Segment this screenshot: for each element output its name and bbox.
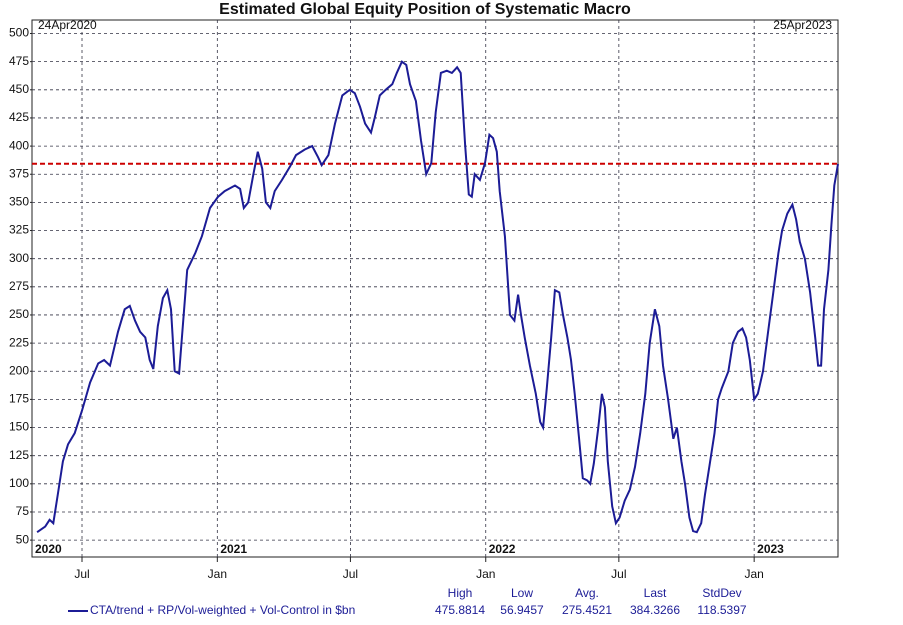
stat-label: Last (644, 586, 667, 600)
y-tick-label: 400 (9, 138, 29, 152)
x-tick-label: Jul (74, 567, 89, 581)
year-label: 2020 (35, 542, 62, 556)
y-tick-label: 200 (9, 363, 29, 377)
y-tick-label: 325 (9, 223, 29, 237)
stat-value: 475.8814 (435, 603, 485, 617)
y-tick-label: 125 (9, 448, 29, 462)
y-tick-label: 450 (9, 82, 29, 96)
y-tick-label: 75 (16, 504, 30, 518)
x-tick-label: Jul (343, 567, 358, 581)
y-tick-label: 350 (9, 195, 29, 209)
plot-frame (31, 19, 839, 558)
x-tick-label: Jan (208, 567, 227, 581)
chart-title: Estimated Global Equity Position of Syst… (219, 1, 631, 18)
stat-label: StdDev (702, 586, 741, 600)
year-label: 2023 (757, 542, 784, 556)
year-label: 2021 (220, 542, 247, 556)
year-label: 2022 (489, 542, 516, 556)
stat-value: 275.4521 (562, 603, 612, 617)
x-tick-label: Jul (611, 567, 626, 581)
start-date-label: 24Apr2020 (38, 18, 97, 32)
end-date-label: 25Apr2023 (773, 18, 832, 32)
stat-label: Avg. (575, 586, 599, 600)
y-tick-label: 300 (9, 251, 29, 265)
y-tick-label: 250 (9, 307, 29, 321)
y-tick-label: 475 (9, 54, 29, 68)
y-tick-label: 375 (9, 166, 29, 180)
y-tick-label: 275 (9, 279, 29, 293)
stat-label: High (448, 586, 473, 600)
y-tick-label: 100 (9, 476, 29, 490)
y-tick-label: 50 (16, 532, 30, 546)
x-tick-label: Jan (744, 567, 763, 581)
x-tick-label: Jan (476, 567, 495, 581)
y-tick-label: 175 (9, 392, 29, 406)
stat-value: 56.9457 (500, 603, 544, 617)
y-tick-label: 500 (9, 26, 29, 40)
data-line (36, 60, 839, 534)
y-tick-label: 425 (9, 110, 29, 124)
legend-label: CTA/trend + RP/Vol-weighted + Vol-Contro… (90, 603, 355, 617)
stat-value: 118.5397 (697, 603, 746, 617)
y-tick-label: 225 (9, 335, 29, 349)
stat-value: 384.3266 (630, 603, 680, 617)
stat-label: Low (511, 586, 533, 600)
y-tick-label: 150 (9, 420, 29, 434)
